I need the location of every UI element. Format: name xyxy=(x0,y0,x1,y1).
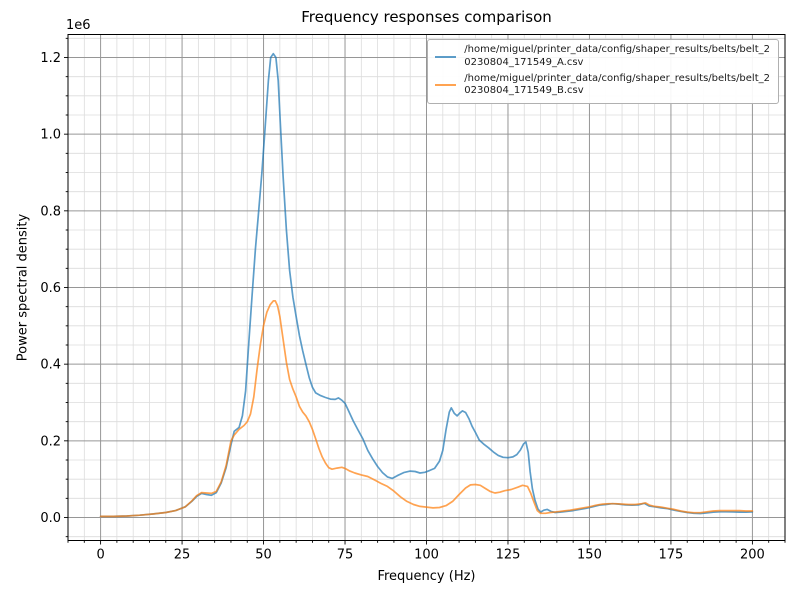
legend-entry-a: /home/miguel/printer_data/config/shaper_… xyxy=(435,44,770,70)
svg-text:0.0: 0.0 xyxy=(40,511,61,526)
svg-text:0: 0 xyxy=(96,548,104,563)
svg-text:200: 200 xyxy=(740,548,765,563)
y-axis-label: Power spectral density xyxy=(15,213,31,362)
svg-text:175: 175 xyxy=(659,548,684,563)
svg-text:1.0: 1.0 xyxy=(40,128,61,143)
svg-text:125: 125 xyxy=(496,548,521,563)
svg-text:50: 50 xyxy=(255,548,272,563)
svg-text:0.2: 0.2 xyxy=(40,434,61,449)
svg-text:0.6: 0.6 xyxy=(40,281,61,296)
major-gridlines xyxy=(68,34,785,541)
svg-text:1.2: 1.2 xyxy=(40,51,61,66)
x-axis-label: Frequency (Hz) xyxy=(377,569,476,584)
svg-text:75: 75 xyxy=(337,548,354,563)
legend: /home/miguel/printer_data/config/shaper_… xyxy=(427,39,779,105)
x-tick-labels: 0 25 50 75 100 125 150 175 200 xyxy=(96,548,764,563)
axis-ticks xyxy=(64,37,786,545)
svg-text:0.4: 0.4 xyxy=(40,358,61,373)
svg-text:25: 25 xyxy=(174,548,191,563)
legend-label-a: /home/miguel/printer_data/config/shaper_… xyxy=(464,44,770,68)
y-axis-offset-text: 1e6 xyxy=(66,18,91,33)
legend-label-b: /home/miguel/printer_data/config/shaper_… xyxy=(464,72,770,97)
series-b-line xyxy=(99,300,754,518)
svg-text:150: 150 xyxy=(577,548,602,563)
chart-title: Frequency responses comparison xyxy=(301,8,552,26)
svg-text:0.8: 0.8 xyxy=(40,204,61,219)
svg-text:100: 100 xyxy=(414,548,439,563)
series-b-swatch-line xyxy=(435,84,457,87)
series-a-swatch-line xyxy=(435,55,457,58)
y-tick-labels: 0.0 0.2 0.4 0.6 0.8 1.0 1.2 xyxy=(40,51,61,526)
legend-entry-b: /home/miguel/printer_data/config/shaper_… xyxy=(435,73,770,99)
